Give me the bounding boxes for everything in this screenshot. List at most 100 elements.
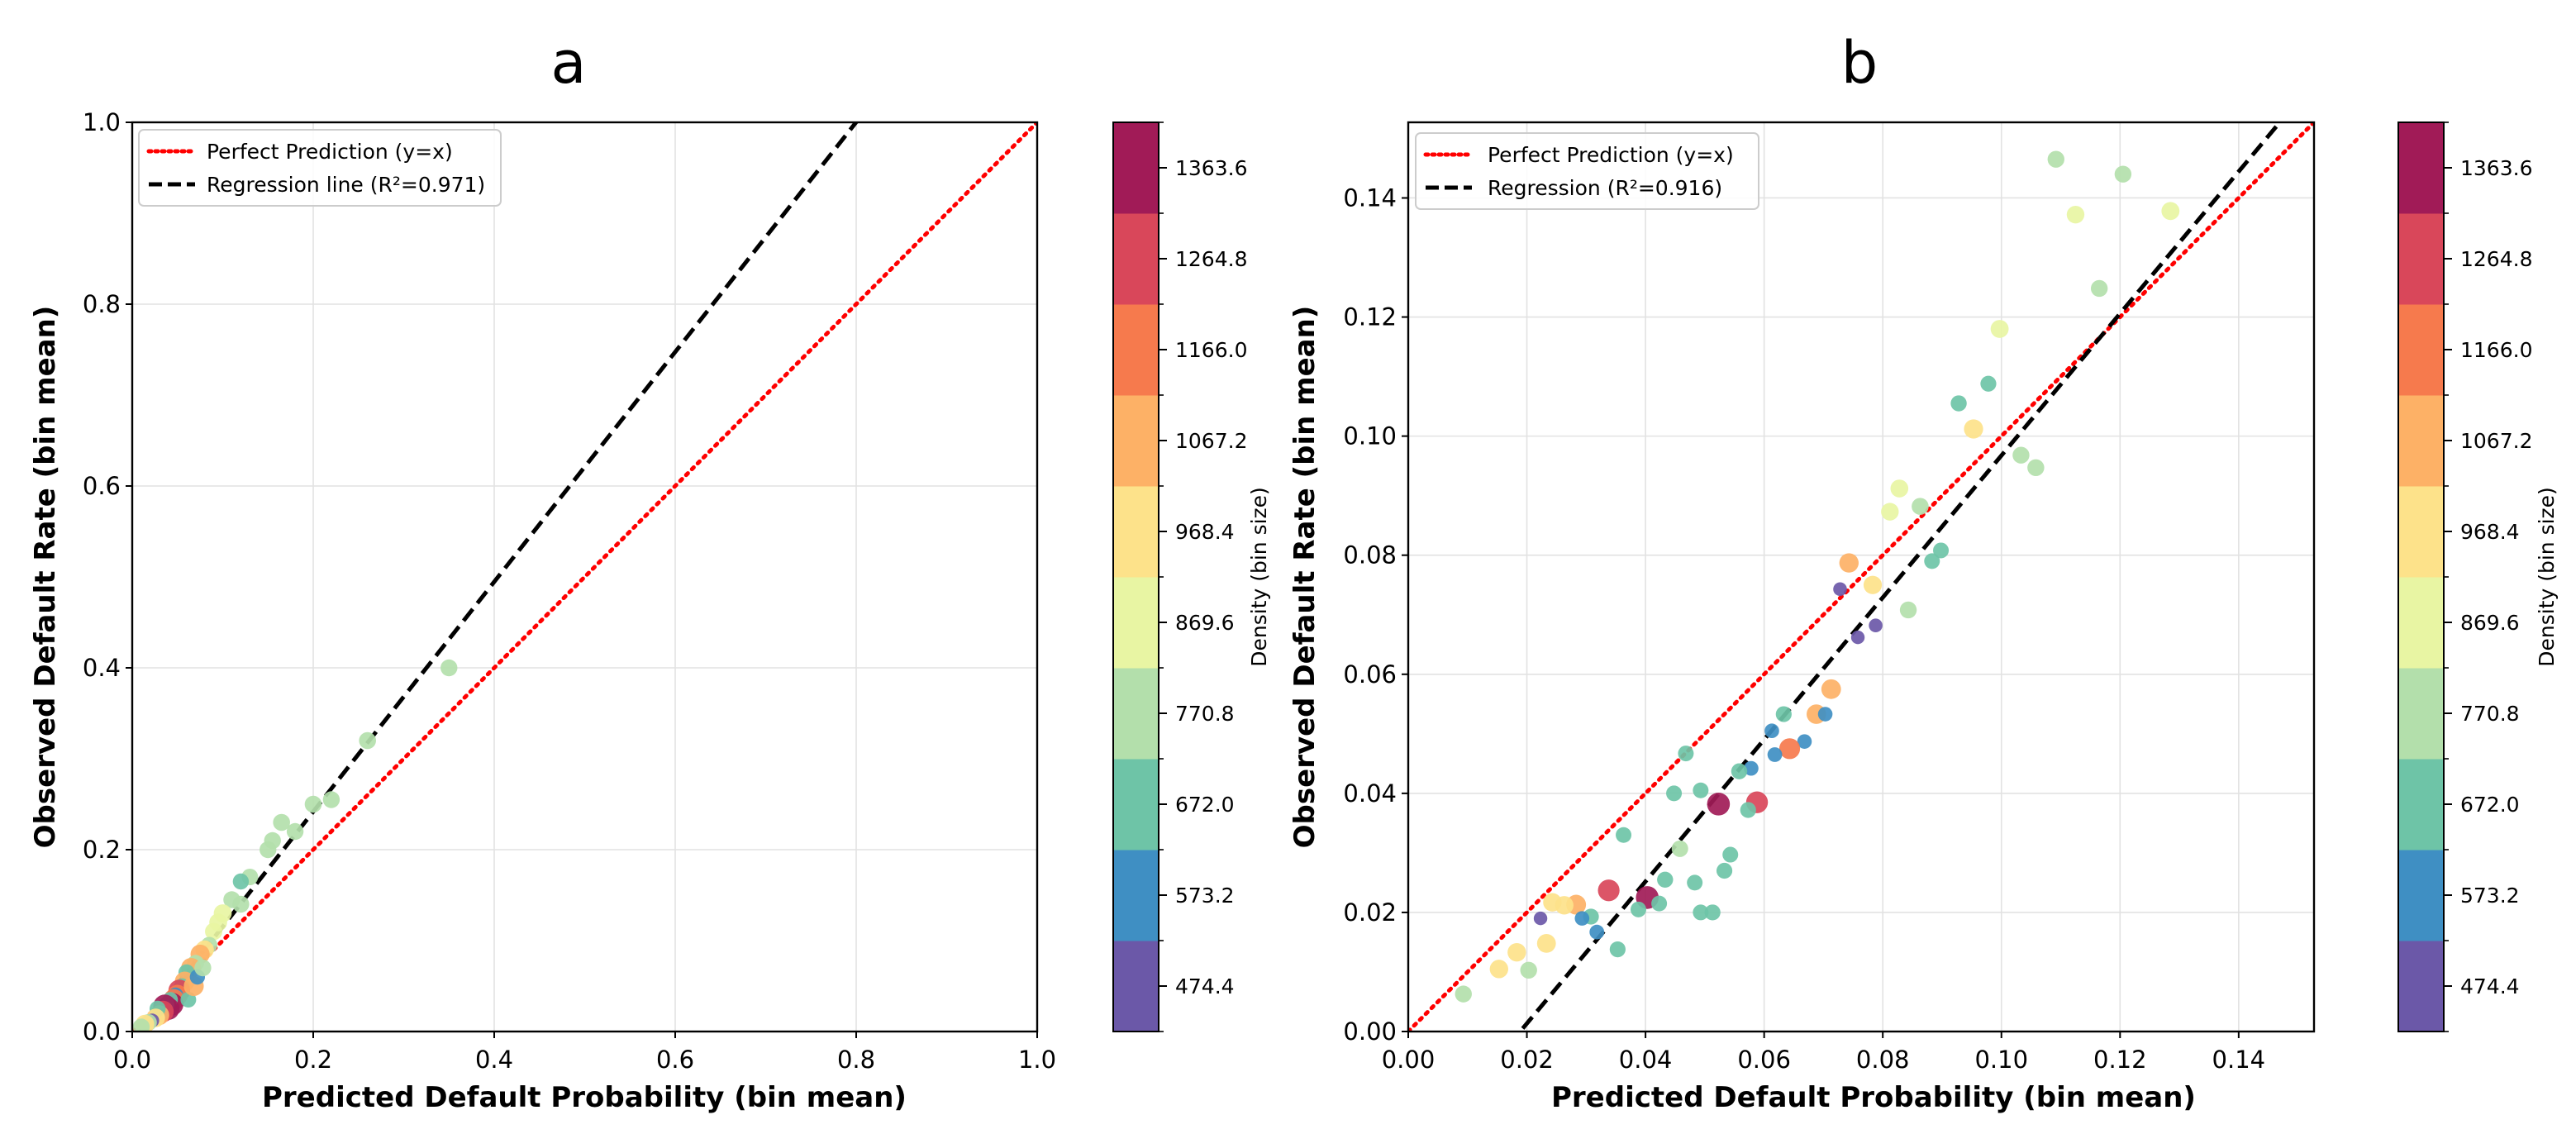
- y-tick-label: 0.2: [83, 836, 121, 864]
- data-point: [1980, 375, 1997, 392]
- data-point: [1533, 911, 1548, 926]
- colorbar-segment: [1113, 668, 1159, 760]
- data-point: [1881, 503, 1899, 521]
- data-point: [1869, 618, 1883, 633]
- colorbar-segment: [1113, 304, 1159, 396]
- panel-a-legend: Perfect Prediction (y=x) Regression line…: [138, 129, 502, 207]
- panel-b-legend: Perfect Prediction (y=x) Regression (R²=…: [1415, 132, 1759, 210]
- colorbar-tick-label: 573.2: [2460, 884, 2520, 908]
- colorbar-tick-label: 1067.2: [2460, 429, 2532, 453]
- colorbar-tick-label: 869.6: [2460, 611, 2520, 635]
- colorbar-tick-label: 1166.0: [1175, 338, 1247, 362]
- colorbar-tick-label: 968.4: [2460, 520, 2520, 544]
- data-point: [322, 791, 340, 808]
- panel-a-title: a: [551, 29, 587, 97]
- y-tick-label: 0.10: [1343, 422, 1397, 450]
- data-point: [1731, 763, 1748, 779]
- panel-b-reference-lines: [1408, 122, 2314, 1032]
- y-tick-label: 0.08: [1343, 541, 1397, 569]
- x-tick-label: 0.4: [475, 1046, 513, 1074]
- x-tick-label: 0.02: [1500, 1046, 1554, 1074]
- data-point: [1964, 419, 1983, 439]
- data-point: [2012, 446, 2030, 464]
- colorbar-tick-label: 1166.0: [2460, 338, 2532, 362]
- data-point: [1555, 896, 1574, 915]
- colorbar-tick-label: 1264.8: [2460, 247, 2532, 271]
- data-point: [1833, 582, 1847, 597]
- y-tick-label: 0.06: [1343, 660, 1397, 688]
- data-point: [1722, 846, 1739, 863]
- y-tick-label: 0.4: [83, 654, 121, 682]
- panel-a-colorbar: 474.4 573.2 672.0 770.8 869.6 968.4 1067.2 1166…: [1112, 122, 1247, 1032]
- y-tick-label: 0.8: [83, 290, 121, 318]
- data-point: [1933, 542, 1950, 559]
- panel-b-legend-regression-label: Regression (R²=0.916): [1488, 176, 1722, 200]
- data-point: [2114, 165, 2132, 183]
- data-point: [1678, 746, 1694, 762]
- panel-a-data-points: [132, 659, 458, 1032]
- data-point: [2090, 279, 2108, 298]
- data-point: [1630, 901, 1646, 917]
- data-point: [1778, 738, 1801, 760]
- colorbar-segment: [2398, 577, 2444, 669]
- data-point: [1651, 895, 1668, 912]
- panel-a-reference-lines: [132, 122, 1037, 1032]
- panel-a-y-axis-label: Observed Default Rate (bin mean): [29, 306, 62, 849]
- colorbar-segment: [2398, 304, 2444, 396]
- data-point: [1990, 320, 2009, 338]
- x-tick-label: 0.2: [294, 1046, 332, 1074]
- data-point: [2027, 459, 2045, 477]
- colorbar-tick-label: 1264.8: [1175, 247, 1247, 271]
- x-tick-label: 0.08: [1856, 1046, 1910, 1074]
- x-tick-label: 1.0: [1018, 1046, 1056, 1074]
- colorbar-tick-label: 1067.2: [1175, 429, 1247, 453]
- data-point: [1850, 630, 1865, 645]
- panel-a-plot-frame: [131, 121, 1039, 1033]
- colorbar-segment: [2398, 486, 2444, 578]
- data-point: [2066, 205, 2085, 224]
- panel-b-colorbar-label: Density (bin size): [2535, 487, 2559, 667]
- data-point: [232, 873, 250, 890]
- regression-line: [1517, 122, 2283, 1032]
- x-tick-label: 0.04: [1619, 1046, 1673, 1074]
- colorbar-tick-label: 573.2: [1175, 884, 1235, 908]
- y-tick-label: 0.00: [1343, 1017, 1397, 1046]
- data-point: [132, 1018, 150, 1032]
- data-point: [273, 813, 290, 831]
- data-point: [1707, 793, 1731, 816]
- colorbar-segment: [1113, 850, 1159, 941]
- colorbar-segment: [2398, 850, 2444, 941]
- colorbar-tick-label: 672.0: [1175, 793, 1235, 817]
- x-tick-label: 0.6: [656, 1046, 694, 1074]
- colorbar-segment: [1113, 122, 1159, 214]
- data-point: [1536, 933, 1556, 953]
- colorbar-segment: [1113, 486, 1159, 578]
- colorbar-segment: [1113, 213, 1159, 305]
- colorbar-segment: [2398, 668, 2444, 760]
- panel-b-axis-ticks: 0.00 0.02 0.04 0.06 0.08 0.10 0.12 0.14 0.00 0.02…: [1343, 183, 2265, 1074]
- y-tick-label: 1.0: [83, 108, 121, 136]
- data-point: [359, 731, 377, 750]
- data-point: [1716, 862, 1733, 879]
- colorbar-tick-label: 474.4: [1175, 974, 1235, 998]
- panel-b-colorbar: 474.4 573.2 672.0 770.8 869.6 968.4 1067.2 1166…: [2397, 122, 2532, 1032]
- panel-a-legend-perfect-label: Perfect Prediction (y=x): [207, 140, 453, 164]
- x-tick-label: 0.10: [1974, 1046, 2028, 1074]
- panel-a-legend-box: [138, 129, 502, 207]
- data-point: [1775, 706, 1792, 722]
- panel-b-y-axis-label: Observed Default Rate (bin mean): [1288, 306, 1321, 849]
- panel-a-axis-ticks: 0.0 0.2 0.4 0.6 0.8 1.0 0.0 0.2 0.4 0.6 0.8 1.0: [83, 108, 1056, 1074]
- data-point: [2161, 202, 2180, 221]
- panel-b-title: b: [1841, 29, 1878, 97]
- colorbar-segment: [1113, 759, 1159, 850]
- data-point: [1598, 879, 1620, 902]
- perfect-prediction-line: [132, 122, 1037, 1032]
- colorbar-tick-label: 968.4: [1175, 520, 1235, 544]
- y-tick-label: 0.0: [83, 1017, 121, 1046]
- panel-a-colorbar-label: Density (bin size): [1247, 487, 1271, 667]
- data-point: [1912, 498, 1929, 515]
- data-point: [1740, 802, 1756, 818]
- x-tick-label: 0.12: [2093, 1046, 2147, 1074]
- data-point: [1899, 601, 1917, 619]
- panel-b-x-axis-label: Predicted Default Probability (bin mean): [1551, 1081, 2196, 1114]
